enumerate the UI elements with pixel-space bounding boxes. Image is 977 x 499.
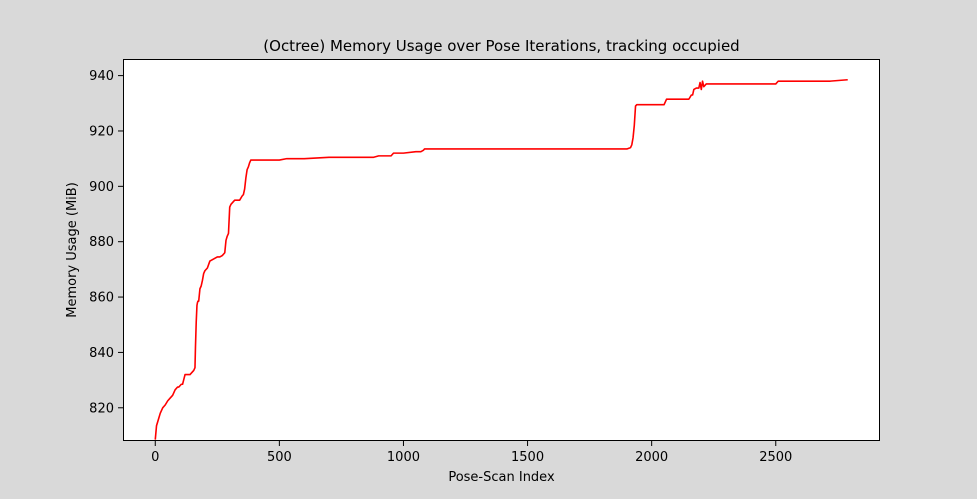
y-tick-label: 900 bbox=[89, 180, 114, 195]
chart-title: (Octree) Memory Usage over Pose Iteratio… bbox=[263, 37, 739, 55]
y-tick-label: 860 bbox=[89, 291, 114, 306]
x-tick-label: 2000 bbox=[635, 450, 668, 465]
y-tick-label: 880 bbox=[89, 235, 114, 250]
y-tick-label: 820 bbox=[89, 401, 114, 416]
x-axis: 0 500 1000 1500 2000 2500 bbox=[151, 441, 792, 465]
y-axis-label: Memory Usage (MiB) bbox=[65, 182, 80, 318]
x-tick-label: 1000 bbox=[387, 450, 420, 465]
series-layer bbox=[154, 78, 848, 440]
x-tick-label: 500 bbox=[267, 450, 292, 465]
x-tick-label: 1500 bbox=[511, 450, 544, 465]
plot-frame bbox=[123, 59, 880, 441]
y-tick-label: 840 bbox=[89, 346, 114, 361]
x-tick-label: 2500 bbox=[759, 450, 792, 465]
x-tick-label: 0 bbox=[151, 450, 159, 465]
y-axis: 820 840 860 880 900 920 940 bbox=[89, 69, 123, 416]
x-axis-label: Pose-Scan Index bbox=[448, 470, 555, 485]
y-tick-label: 920 bbox=[89, 124, 114, 139]
y-tick-label: 940 bbox=[89, 69, 114, 84]
plot-area bbox=[123, 59, 880, 441]
series-line-0 bbox=[154, 78, 848, 440]
